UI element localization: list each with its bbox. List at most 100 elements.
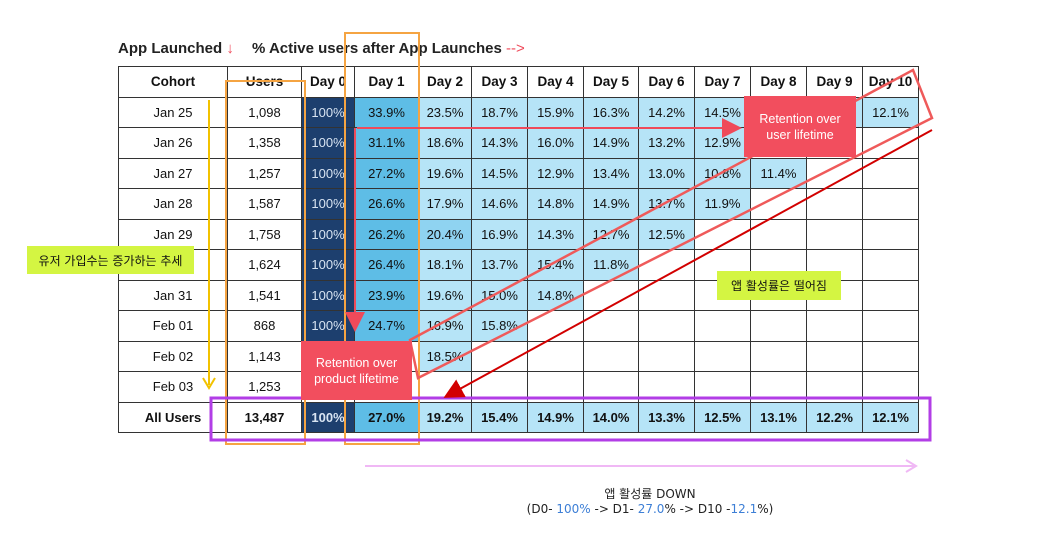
right-arrow-icon: --> <box>505 40 525 57</box>
footer-text-4: %) <box>757 502 774 516</box>
retention-cell: 15.8% <box>471 310 528 342</box>
footer-title: 앱 활성률 DOWN <box>604 487 696 501</box>
retention-cell: 16.9% <box>471 218 528 250</box>
retention-cell: 16.9% <box>418 310 472 342</box>
retention-cell <box>694 371 751 403</box>
retention-cell: 100% <box>301 401 355 433</box>
retention-cell: 18.5% <box>418 340 472 372</box>
retention-cell: 100% <box>301 157 355 189</box>
retention-cell <box>862 249 919 281</box>
retention-cell: 14.3% <box>527 218 584 250</box>
retention-cell: 14.5% <box>694 96 751 128</box>
retention-cell: 13.0% <box>638 157 695 189</box>
retention-cell <box>862 157 919 189</box>
retention-cell: 14.9% <box>583 188 639 220</box>
retention-cell: 12.2% <box>806 401 863 433</box>
app-launched-label: App Launched <box>118 40 223 57</box>
footer-value-d0: 100% <box>556 502 591 516</box>
column-header: Day 7 <box>694 66 751 98</box>
users-cell: 1,358 <box>227 127 302 159</box>
column-header: Day 1 <box>354 66 419 98</box>
retention-cell: 14.9% <box>527 401 584 433</box>
retention-cell: 14.6% <box>471 188 528 220</box>
retention-cell <box>694 310 751 342</box>
footer-summary: (D0- 100% -> D1- 27.0% -> D10 -12.1%) <box>470 502 830 516</box>
app-launched-header: App Launched ↓ <box>118 40 234 57</box>
column-header: Day 2 <box>418 66 472 98</box>
retention-cell <box>583 279 639 311</box>
users-cell: 868 <box>227 310 302 342</box>
retention-cell: 14.2% <box>638 96 695 128</box>
retention-cell: 26.4% <box>354 249 419 281</box>
users-cell: 1,253 <box>227 371 302 403</box>
retention-cell <box>750 371 807 403</box>
retention-cell <box>527 310 584 342</box>
retention-cell: 13.3% <box>638 401 695 433</box>
users-cell: 1,541 <box>227 279 302 311</box>
cohort-cell: Feb 03 <box>118 371 228 403</box>
retention-cell <box>418 371 472 403</box>
retention-cell <box>806 340 863 372</box>
users-cell: 1,587 <box>227 188 302 220</box>
retention-cell: 12.5% <box>694 401 751 433</box>
signup-trend-note: 유저 가입수는 증가하는 추세 <box>27 246 194 274</box>
retention-cell: 14.8% <box>527 279 584 311</box>
activity-trend-note: 앱 활성률은 떨어짐 <box>717 271 841 300</box>
column-header: Users <box>227 66 302 98</box>
retention-cell <box>806 371 863 403</box>
users-cell: 1,098 <box>227 96 302 128</box>
retention-cell: 20.4% <box>418 218 472 250</box>
retention-cell: 14.8% <box>527 188 584 220</box>
retention-cell: 33.9% <box>354 96 419 128</box>
retention-cell: 100% <box>301 96 355 128</box>
retention-cell <box>862 279 919 311</box>
retention-cell <box>527 340 584 372</box>
down-arrow-icon: ↓ <box>226 40 234 57</box>
cohort-cell: Jan 31 <box>118 279 228 311</box>
retention-cell <box>806 310 863 342</box>
table-row: Jan 28 1,587 100% 26.6% 17.9% 14.6% 14.8% 14.9%… <box>118 188 919 220</box>
retention-cell: 12.9% <box>694 127 751 159</box>
retention-cell: 10.8% <box>694 157 751 189</box>
retention-cell: 14.0% <box>583 401 639 433</box>
retention-cell <box>862 188 919 220</box>
retention-cell: 18.1% <box>418 249 472 281</box>
retention-cell: 24.7% <box>354 310 419 342</box>
column-header: Day 9 <box>806 66 863 98</box>
cohort-cell: Feb 02 <box>118 340 228 372</box>
user-lifetime-callout: Retention over user lifetime <box>744 96 856 157</box>
retention-cell: 16.0% <box>527 127 584 159</box>
retention-cell <box>694 340 751 372</box>
retention-cell: 11.9% <box>694 188 751 220</box>
active-users-label: % Active users after App Launches <box>252 40 502 57</box>
retention-cell <box>638 340 695 372</box>
retention-cell <box>862 340 919 372</box>
retention-cell: 18.7% <box>471 96 528 128</box>
retention-cell <box>862 310 919 342</box>
cohort-cell: Feb 01 <box>118 310 228 342</box>
retention-cell: 100% <box>301 279 355 311</box>
retention-cell: 12.9% <box>527 157 584 189</box>
table-row: Feb 01 868 100% 24.7% 16.9% 15.8% <box>118 310 919 342</box>
retention-cell: 12.5% <box>638 218 695 250</box>
retention-cell <box>583 310 639 342</box>
footer-value-d10: 12.1 <box>730 502 758 516</box>
column-header: Cohort <box>118 66 228 98</box>
retention-cell: 18.6% <box>418 127 472 159</box>
retention-cell: 15.9% <box>527 96 584 128</box>
retention-cell <box>471 371 528 403</box>
retention-cell: 19.6% <box>418 157 472 189</box>
table-header-row: Cohort Users Day 0 Day 1 Day 2 Day 3 Day 4 Day … <box>118 66 919 98</box>
retention-cell: 13.1% <box>750 401 807 433</box>
retention-cell: 13.2% <box>638 127 695 159</box>
column-header: Day 8 <box>750 66 807 98</box>
cohort-cell: Jan 28 <box>118 188 228 220</box>
retention-cell <box>638 310 695 342</box>
table-row: Jan 29 1,758 100% 26.2% 20.4% 16.9% 14.3% 12.7%… <box>118 218 919 250</box>
retention-cell <box>527 371 584 403</box>
cohort-cell: Jan 26 <box>118 127 228 159</box>
retention-cell: 12.1% <box>862 401 919 433</box>
retention-cell: 26.2% <box>354 218 419 250</box>
retention-cell <box>862 127 919 159</box>
retention-cell <box>806 218 863 250</box>
